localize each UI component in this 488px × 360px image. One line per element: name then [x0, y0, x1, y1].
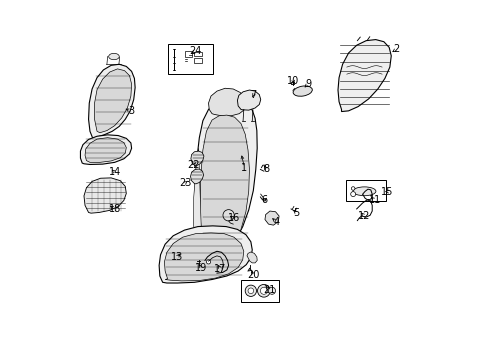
- Text: 12: 12: [358, 211, 370, 221]
- Polygon shape: [94, 69, 131, 133]
- Polygon shape: [88, 64, 135, 138]
- Circle shape: [351, 187, 354, 190]
- Text: 9: 9: [305, 79, 310, 89]
- Text: 4: 4: [273, 217, 279, 227]
- Bar: [194, 51, 202, 56]
- Text: 19: 19: [194, 263, 206, 273]
- Text: 7: 7: [250, 90, 256, 100]
- Ellipse shape: [108, 53, 119, 60]
- Polygon shape: [264, 211, 279, 225]
- Circle shape: [257, 284, 270, 297]
- Text: 11: 11: [368, 195, 380, 206]
- Text: 13: 13: [171, 252, 183, 262]
- Polygon shape: [194, 99, 257, 253]
- Polygon shape: [84, 178, 126, 213]
- Circle shape: [260, 287, 267, 294]
- Polygon shape: [208, 88, 245, 116]
- Circle shape: [350, 192, 355, 197]
- Text: 23: 23: [179, 178, 191, 188]
- Ellipse shape: [352, 187, 375, 196]
- Polygon shape: [81, 135, 131, 165]
- Polygon shape: [190, 151, 203, 166]
- Text: 3: 3: [127, 106, 134, 116]
- Text: 21: 21: [263, 285, 275, 295]
- Bar: [241, 280, 279, 302]
- Text: 17: 17: [214, 264, 226, 274]
- Text: 5: 5: [293, 208, 299, 218]
- Polygon shape: [237, 90, 260, 110]
- Circle shape: [223, 210, 234, 221]
- Polygon shape: [337, 40, 390, 112]
- Text: 20: 20: [247, 270, 259, 280]
- Text: 22: 22: [187, 160, 200, 170]
- Polygon shape: [164, 233, 244, 281]
- Text: 2: 2: [392, 45, 399, 54]
- Polygon shape: [85, 138, 126, 162]
- Ellipse shape: [292, 86, 312, 96]
- Polygon shape: [159, 226, 252, 283]
- Text: 24: 24: [188, 45, 201, 55]
- Bar: [194, 58, 202, 63]
- Text: 6: 6: [261, 195, 267, 206]
- Circle shape: [247, 288, 253, 294]
- Circle shape: [206, 260, 210, 264]
- Text: 1: 1: [241, 163, 247, 173]
- Polygon shape: [190, 169, 203, 184]
- Bar: [346, 180, 385, 201]
- Text: 10: 10: [286, 76, 299, 86]
- Text: 8: 8: [263, 164, 268, 174]
- Text: 16: 16: [227, 213, 240, 223]
- Text: 18: 18: [108, 204, 121, 214]
- Text: 14: 14: [108, 167, 121, 177]
- Text: 15: 15: [380, 186, 392, 197]
- Polygon shape: [193, 148, 201, 244]
- Polygon shape: [246, 252, 257, 263]
- Polygon shape: [200, 115, 249, 249]
- Circle shape: [244, 285, 256, 296]
- Bar: [167, 44, 212, 74]
- Circle shape: [268, 287, 275, 294]
- Bar: [184, 51, 192, 57]
